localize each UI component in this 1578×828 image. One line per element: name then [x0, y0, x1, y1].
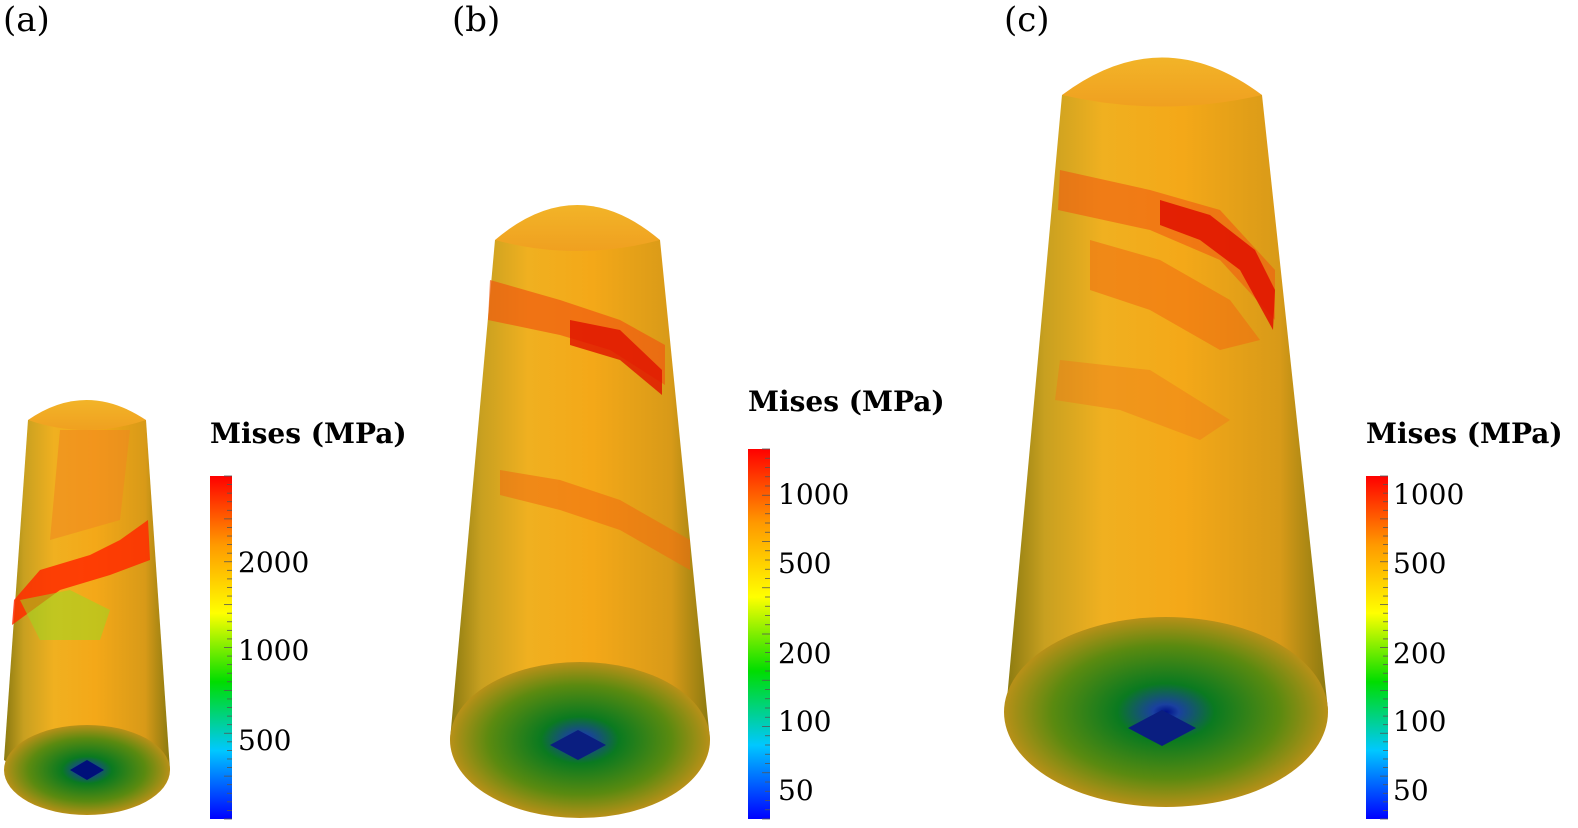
colorbar-a-title: Mises (MPa) [210, 417, 407, 450]
panel-a-label: (a) [3, 0, 50, 40]
cylinder-a [4, 400, 170, 815]
colorbar-c-tick-50: 50 [1393, 774, 1429, 807]
colorbar-c: Mises (MPa) 1000 500 200 100 50 [1366, 417, 1563, 820]
colorbar-c-tick-1000: 1000 [1393, 478, 1464, 511]
colorbar-b-tick-50: 50 [778, 774, 814, 807]
colorbar-a-tick-1000: 1000 [238, 634, 309, 667]
shear-band-c [1160, 200, 1275, 330]
cylinder-b [450, 205, 710, 818]
panel-b-label: (b) [452, 0, 501, 40]
shear-band-b [570, 320, 662, 395]
colorbar-a-tick-500: 500 [238, 724, 291, 757]
colorbar-c-tick-200: 200 [1393, 637, 1446, 670]
colorbar-a-tick-2000: 2000 [238, 546, 309, 579]
colorbar-c-title: Mises (MPa) [1366, 417, 1563, 450]
cylinder-c [1004, 57, 1328, 807]
colorbar-b-tick-200: 200 [778, 637, 831, 670]
base-face-c [1004, 617, 1328, 807]
colorbar-b: Mises (MPa) 1000 500 200 100 50 [748, 385, 945, 820]
panel-c-label: (c) [1004, 0, 1050, 40]
colorbar-c-tick-100: 100 [1393, 705, 1446, 738]
colorbar-c-tick-500: 500 [1393, 547, 1446, 580]
colorbar-b-tick-1000: 1000 [778, 478, 849, 511]
colorbar-a: Mises (MPa) 2000 1000 500 [210, 417, 407, 820]
colorbar-b-tick-100: 100 [778, 705, 831, 738]
colorbar-b-title: Mises (MPa) [748, 385, 945, 418]
colorbar-b-tick-500: 500 [778, 547, 831, 580]
